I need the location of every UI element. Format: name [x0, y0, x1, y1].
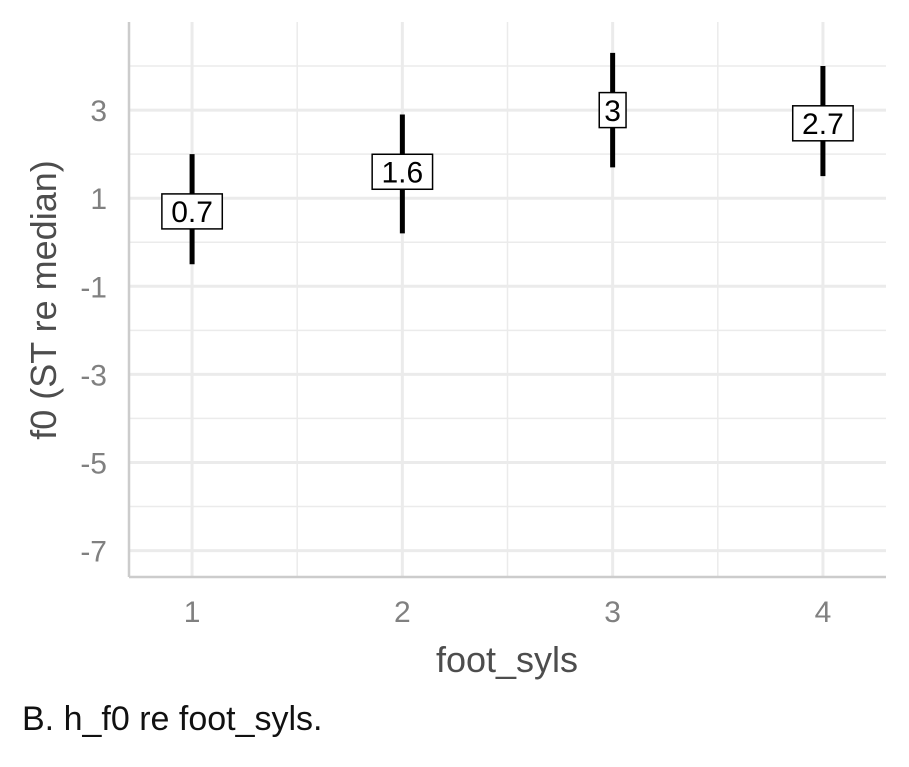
data-labels: 0.7 1.6 3 2.7	[161, 91, 854, 230]
data-label-box	[791, 105, 854, 142]
figure-caption: B. h_f0 re foot_syls.	[22, 700, 323, 738]
y-tick-label: -5	[80, 447, 107, 480]
data-label: 0.7	[171, 196, 213, 229]
x-axis-title: foot_syls	[436, 639, 578, 680]
data-label: 3	[604, 95, 621, 128]
y-tick-label: -7	[80, 536, 107, 569]
y-axis-title: f0 (ST re median)	[23, 160, 64, 439]
x-tick-label: 1	[184, 596, 201, 629]
tick-labels: -7 -5 -3 -1 1 3 1 2 3 4	[80, 95, 831, 629]
y-tick-label: 1	[90, 183, 107, 216]
data-label-box	[371, 153, 434, 191]
chart: 0.7 1.6 3 2.7 -7 -5 -3 -1 1 3 1 2 3 4 foot_syls f0 (…	[23, 22, 886, 680]
x-tick-label: 4	[815, 596, 832, 629]
x-tick-label: 2	[394, 596, 411, 629]
grid-minor	[129, 22, 886, 577]
y-tick-label: -1	[80, 271, 107, 304]
axes	[127, 22, 886, 579]
y-tick-label: -3	[80, 359, 107, 392]
data-label: 1.6	[382, 157, 424, 190]
y-tick-label: 3	[90, 95, 107, 128]
data-label-box	[598, 91, 627, 129]
data-label: 2.7	[802, 108, 844, 141]
x-tick-label: 3	[604, 596, 621, 629]
data-label-box	[161, 193, 224, 230]
